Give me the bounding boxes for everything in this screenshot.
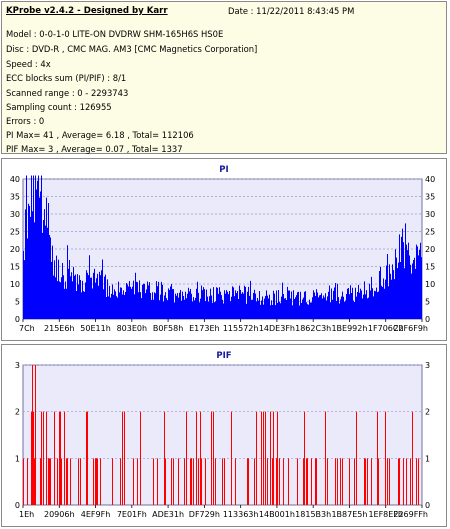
y-tick-label-right: 10 xyxy=(425,280,435,289)
x-tick-label: 1F706Ch xyxy=(368,324,404,333)
y-tick-label-left: 15 xyxy=(10,263,20,272)
x-tick-label: 803E0h xyxy=(117,324,147,333)
scan-info-panel: KProbe v2.4.2 - Designed by Karr Date : … xyxy=(1,1,447,154)
pif-chart-panel: PIF 1 1 2 2 3 3 0 0 1Eh 20906h 4EF9Fh 7E01Fh ADE31h DF… xyxy=(1,344,447,527)
y-tick-label-left: 25 xyxy=(10,228,20,237)
y-tick-label-right: 3 xyxy=(425,361,430,370)
x-tick-label: 7E01Fh xyxy=(117,510,147,519)
x-tick-label: 50E11h xyxy=(80,324,110,333)
y-tick-label-left: 2 xyxy=(15,408,20,417)
chart-title: PIF xyxy=(216,351,231,361)
y-tick-label-left: 3 xyxy=(15,361,20,370)
y-tick-label-left: 35 xyxy=(10,193,20,202)
x-tick-label: 22F6F9h xyxy=(393,324,428,333)
scan-date: Date : 11/22/2011 8:43:45 PM xyxy=(228,6,355,16)
y-tick-label-right: 15 xyxy=(425,263,435,272)
y-tick-label-left: 40 xyxy=(10,175,20,184)
x-tick-label: 1Eh xyxy=(19,510,34,519)
x-tick-label: 20906h xyxy=(44,510,75,519)
errors-count: Errors : 0 xyxy=(6,116,45,126)
app-title: KProbe v2.4.2 - Designed by Karr xyxy=(6,6,168,16)
x-tick-label: 115572h xyxy=(223,324,259,333)
y-tick-label-right: 0 xyxy=(425,501,430,510)
y-tick-label-left: 30 xyxy=(10,210,20,219)
pi-summary: PI Max= 41 , Average= 6.18 , Total= 1121… xyxy=(6,130,194,140)
scanned-range: Scanned range : 0 - 2293743 xyxy=(6,88,129,98)
y-tick-label-right: 35 xyxy=(425,193,435,202)
y-tick-label-right: 30 xyxy=(425,210,435,219)
disc-type: Disc : DVD-R , CMC MAG. AM3 [CMC Magneti… xyxy=(6,44,258,54)
sampling-count: Sampling count : 126955 xyxy=(6,102,112,112)
x-tick-label: B0F58h xyxy=(153,324,183,333)
scan-speed: Speed : 4x xyxy=(6,59,51,69)
y-tick-label-right: 25 xyxy=(425,228,435,237)
x-tick-label: 1B87E5h xyxy=(331,510,367,519)
x-tick-label: 14DE3Fh xyxy=(259,324,295,333)
x-tick-label: 14B001h xyxy=(259,510,295,519)
y-tick-label-right: 20 xyxy=(425,245,435,254)
pi-chart-panel: PI 5 5 10 10 15 15 20 20 25 25 30 30 35 35 40 40 0 0 7Ch 215… xyxy=(1,158,447,341)
y-tick-label-right: 40 xyxy=(425,175,435,184)
y-tick-label-right: 2 xyxy=(425,408,430,417)
y-tick-label-left: 0 xyxy=(15,315,20,324)
x-tick-label: 1815B3h xyxy=(295,510,331,519)
x-tick-label: 7Ch xyxy=(19,324,35,333)
y-tick-label-right: 1 xyxy=(425,454,430,463)
x-tick-label: 1BE992h xyxy=(331,324,367,333)
y-tick-label-right: 0 xyxy=(425,315,430,324)
x-tick-label: E173Eh xyxy=(189,324,219,333)
x-tick-label: 113363h xyxy=(223,510,259,519)
chart-title: PI xyxy=(219,165,228,175)
y-tick-label-right: 5 xyxy=(425,298,430,307)
y-tick-label-left: 5 xyxy=(15,298,20,307)
ecc-blocks-sum: ECC blocks sum (PI/PIF) : 8/1 xyxy=(6,73,127,83)
x-tick-label: 4EF9Fh xyxy=(81,510,111,519)
x-tick-label: ADE31h xyxy=(152,510,184,519)
x-tick-label: DF729h xyxy=(189,510,220,519)
x-tick-label: 215E6h xyxy=(44,324,74,333)
x-tick-label: 1862C3h xyxy=(295,324,331,333)
y-tick-label-left: 0 xyxy=(15,501,20,510)
pif-summary: PIF Max= 3 , Average= 0.07 , Total= 1337 xyxy=(6,144,183,154)
x-tick-label: 2269FFh xyxy=(393,510,428,519)
drive-model: Model : 0-0-1-0 LITE-ON DVDRW SHM-165H6S… xyxy=(6,29,224,39)
y-tick-label-left: 10 xyxy=(10,280,20,289)
y-tick-label-left: 1 xyxy=(15,454,20,463)
y-tick-label-left: 20 xyxy=(10,245,20,254)
x-tick-label: 1EF8EFh xyxy=(368,510,403,519)
